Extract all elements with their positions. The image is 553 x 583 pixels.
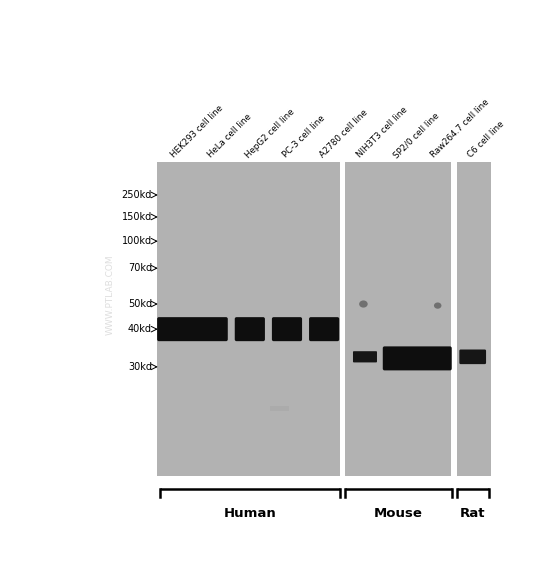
Text: HeLa cell line: HeLa cell line	[206, 113, 254, 160]
Text: WWW.PTLAB.COM: WWW.PTLAB.COM	[105, 254, 114, 335]
Text: HEK293 cell line: HEK293 cell line	[169, 104, 225, 160]
Text: 30kd: 30kd	[128, 362, 152, 372]
FancyBboxPatch shape	[157, 162, 491, 476]
Ellipse shape	[359, 300, 368, 308]
Text: PC-3 cell line: PC-3 cell line	[280, 114, 326, 160]
FancyBboxPatch shape	[157, 317, 228, 341]
FancyBboxPatch shape	[340, 162, 346, 476]
Text: 40kd: 40kd	[128, 324, 152, 334]
FancyBboxPatch shape	[235, 317, 265, 341]
FancyBboxPatch shape	[270, 406, 289, 412]
Text: NIH3T3 cell line: NIH3T3 cell line	[355, 106, 409, 160]
FancyBboxPatch shape	[451, 162, 457, 476]
Text: HepG2 cell line: HepG2 cell line	[243, 107, 296, 160]
FancyBboxPatch shape	[353, 351, 377, 363]
Text: 50kd: 50kd	[128, 299, 152, 309]
Text: Rat: Rat	[460, 507, 486, 520]
Text: Mouse: Mouse	[374, 507, 423, 520]
Text: 150kd: 150kd	[122, 212, 152, 222]
Text: 250kd: 250kd	[122, 190, 152, 200]
FancyBboxPatch shape	[309, 317, 339, 341]
FancyBboxPatch shape	[460, 349, 486, 364]
Ellipse shape	[434, 303, 441, 309]
Text: Raw264.7 cell line: Raw264.7 cell line	[429, 98, 491, 160]
Text: Human: Human	[223, 507, 276, 520]
Text: 100kd: 100kd	[122, 236, 152, 246]
Text: SP2/0 cell line: SP2/0 cell line	[392, 111, 441, 160]
FancyBboxPatch shape	[383, 346, 452, 370]
Text: A2780 cell line: A2780 cell line	[318, 108, 369, 160]
Text: C6 cell line: C6 cell line	[466, 120, 507, 160]
Text: 70kd: 70kd	[128, 263, 152, 273]
FancyBboxPatch shape	[272, 317, 302, 341]
